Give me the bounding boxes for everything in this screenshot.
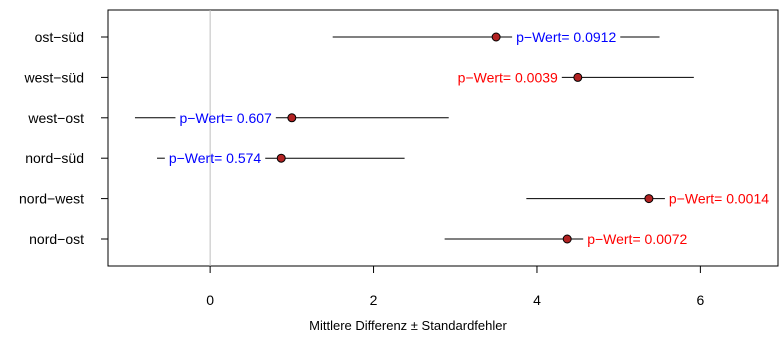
row: p−Wert= 0.607	[134, 110, 449, 126]
row: p−Wert= 0.0912	[332, 29, 660, 45]
y-tick-label: nord−west	[19, 191, 84, 207]
y-axis: ost−süd west−süd west−ost nord−süd nord−west…	[19, 29, 108, 247]
p-value-label: p−Wert= 0.0912	[516, 29, 616, 45]
p-value-label: p−Wert= 0.574	[169, 150, 262, 166]
mean-point	[573, 72, 583, 82]
data-rows: p−Wert= 0.0912 p−Wert= 0.0039 p−Wert= 0.60…	[134, 29, 769, 247]
x-axis: 0 2 4 6	[206, 266, 704, 308]
y-tick-label: ost−süd	[35, 29, 84, 45]
p-value-label: p−Wert= 0.607	[179, 110, 272, 126]
x-tick-label: 6	[696, 292, 704, 308]
p-value-label: p−Wert= 0.0014	[669, 191, 769, 207]
x-axis-label: Mittlere Differenz ± Standardfehler	[309, 318, 507, 333]
row: p−Wert= 0.0014	[526, 191, 769, 207]
y-tick-label: west−ost	[27, 110, 84, 126]
mean-point	[287, 113, 297, 123]
y-tick-label: west−süd	[23, 69, 84, 85]
y-tick-label: nord−süd	[25, 150, 84, 166]
plot-frame	[107, 9, 779, 267]
mean-point	[562, 234, 572, 244]
row: p−Wert= 0.574	[157, 150, 405, 166]
y-tick-label: nord−ost	[29, 231, 84, 247]
row: p−Wert= 0.0072	[444, 231, 688, 247]
row: p−Wert= 0.0039	[458, 69, 694, 85]
mean-point	[644, 194, 654, 204]
x-tick-label: 2	[370, 292, 378, 308]
mean-point	[276, 153, 286, 163]
p-value-label: p−Wert= 0.0072	[587, 231, 687, 247]
x-tick-label: 0	[206, 292, 214, 308]
x-tick-label: 4	[533, 292, 541, 308]
mean-point	[491, 32, 501, 42]
p-value-label: p−Wert= 0.0039	[458, 69, 558, 85]
